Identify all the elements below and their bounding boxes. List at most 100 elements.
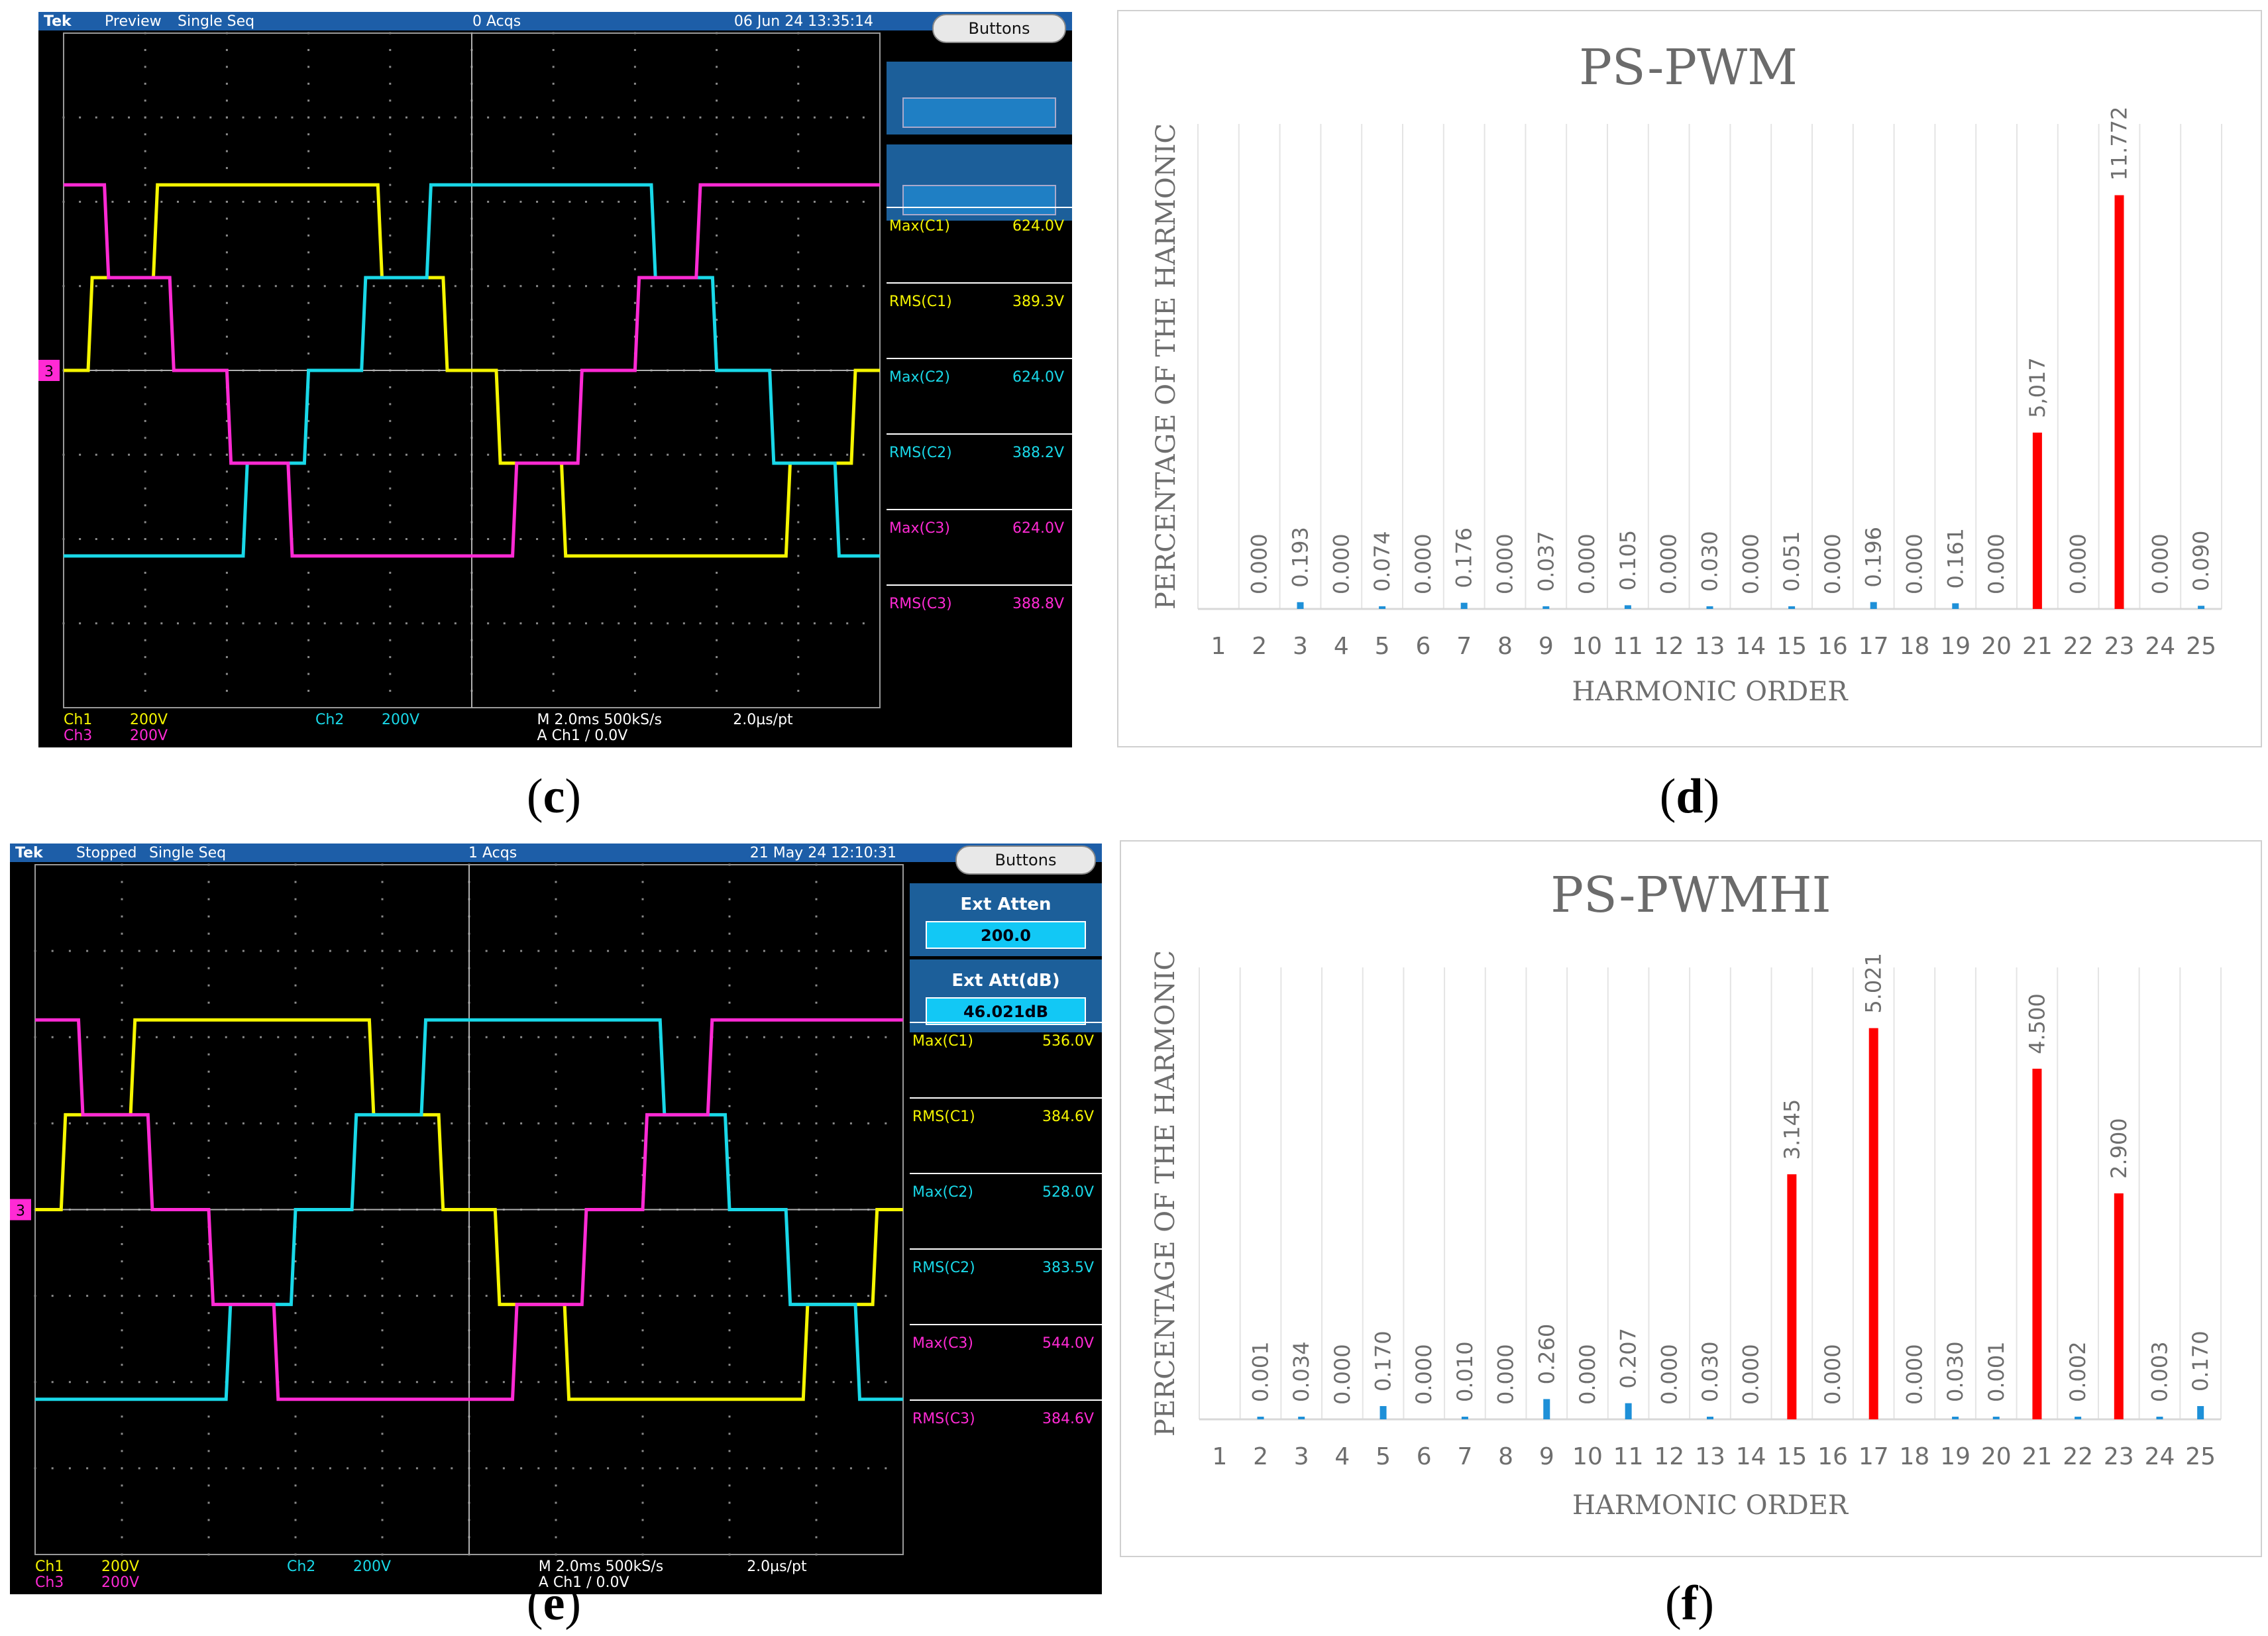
grid-dot [242, 622, 244, 625]
grid-dot [381, 1536, 384, 1539]
grid-dot [568, 116, 571, 119]
grid-dot [716, 504, 718, 507]
data-label: 0.000 [1411, 533, 1436, 594]
grid-dot [121, 1364, 123, 1366]
grid-dot [568, 201, 571, 203]
grid-dot [815, 881, 818, 883]
grid-dot [51, 1295, 54, 1297]
grid-dot [79, 116, 81, 119]
grid-dot [711, 1467, 714, 1470]
grid-dot [193, 285, 195, 288]
grid-dot [389, 150, 392, 152]
grid-dot [389, 419, 392, 422]
grid-dot [503, 201, 506, 203]
chart-title: PS-PWM [1579, 39, 1798, 96]
grid-dot [716, 605, 718, 608]
grid-dot [121, 1467, 123, 1470]
data-label: 0.000 [1574, 533, 1599, 594]
grid-dot [633, 487, 636, 490]
grid-dot [225, 605, 228, 608]
grid-dot [728, 1433, 731, 1435]
grid-dot [372, 285, 375, 288]
grid-dot [381, 863, 384, 866]
grid-dot [389, 48, 392, 51]
grid-dot [552, 48, 555, 51]
grid-dot [552, 504, 555, 507]
grid-dot [867, 1122, 870, 1124]
grid-dot [144, 453, 146, 456]
grid-dot [618, 453, 620, 456]
grid-dot [676, 1381, 678, 1384]
grid-dot [797, 419, 800, 422]
ch1-scale: 200V [101, 1558, 139, 1575]
grid-dot [381, 1312, 384, 1315]
datetime-label: 21 May 24 12:10:31 [750, 845, 896, 861]
x-tick-label: 24 [2145, 633, 2175, 660]
grid-dot [225, 116, 228, 119]
grid-dot [451, 1036, 453, 1038]
grid-dot [111, 538, 114, 540]
data-label: 0.000 [1330, 1344, 1355, 1405]
grid-dot [552, 133, 555, 136]
data-label: 0.002 [2065, 1341, 2090, 1402]
data-label: 0.000 [1247, 533, 1272, 594]
grid-dot [307, 588, 310, 591]
grid-dot [274, 453, 277, 456]
mode-label: Single Seq [149, 845, 226, 861]
grid-dot [728, 1467, 731, 1470]
grid-dot [155, 1381, 158, 1384]
grid-dot [190, 1295, 193, 1297]
x-tick-label: 17 [1859, 1443, 1889, 1470]
grid-dot [225, 167, 228, 170]
grid-dot [381, 1519, 384, 1521]
grid-dot [537, 1467, 540, 1470]
grid-dot [797, 656, 800, 659]
timebase-label: M 2.0ms 500kS/s [537, 712, 662, 728]
grid-dot [258, 538, 261, 540]
grid-dot [728, 1278, 731, 1280]
measurement-value: 544.0V [1042, 1335, 1094, 1352]
grid-dot [144, 673, 146, 675]
trigger-label: A Ch1 ∕ 0.0V [539, 1574, 629, 1591]
grid-dot [555, 950, 557, 952]
grid-dot [716, 538, 718, 540]
grid-dot [748, 285, 751, 288]
grid-dot [121, 950, 123, 952]
grid-dot [356, 285, 359, 288]
grid-dot [633, 319, 636, 321]
grid-dot [555, 881, 557, 883]
grid-dot [555, 1381, 557, 1384]
menu-field-1 [902, 97, 1056, 128]
grid-dot [716, 571, 718, 574]
grid-dot [381, 1018, 384, 1021]
grid-dot [398, 1122, 401, 1124]
grid-dot [340, 538, 343, 540]
grid-dot [555, 1433, 557, 1435]
grid-dot [207, 1553, 210, 1556]
grid-dot [294, 950, 297, 952]
bar [1952, 1417, 1959, 1419]
grid-dot [433, 1467, 436, 1470]
grid-dot [555, 1278, 557, 1280]
grid-dot [381, 1087, 384, 1090]
grid-dot [728, 1553, 731, 1556]
grid-dot [601, 201, 604, 203]
grid-dot [633, 217, 636, 220]
grid-dot [584, 538, 587, 540]
grid-dot [121, 984, 123, 987]
grid-dot [389, 453, 392, 456]
grid-dot [421, 201, 424, 203]
grid-dot [294, 1501, 297, 1504]
grid-dot [225, 419, 228, 422]
grid-dot [797, 301, 800, 304]
grid-dot [633, 470, 636, 473]
grid-dot [731, 622, 734, 625]
grid-dot [294, 1053, 297, 1056]
grid-dot [207, 1381, 210, 1384]
grid-dot [121, 881, 123, 883]
x-tick-label: 19 [1940, 1443, 1971, 1470]
grid-dot [849, 950, 852, 952]
grid-dot [356, 116, 359, 119]
grid-dot [160, 622, 163, 625]
grid-dot [797, 690, 800, 692]
